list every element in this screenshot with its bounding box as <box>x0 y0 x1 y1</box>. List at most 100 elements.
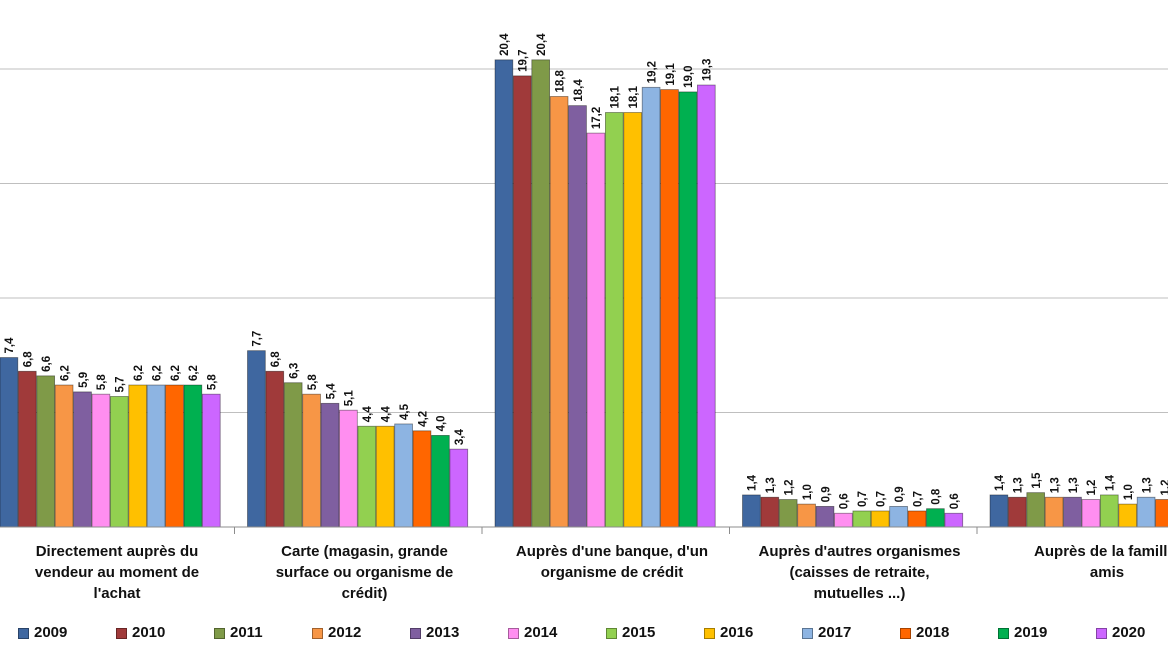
legend-label: 2015 <box>622 624 656 641</box>
bar <box>183 384 203 528</box>
bar-value-label: 6,2 <box>170 365 182 381</box>
bar <box>834 512 853 528</box>
bar <box>247 350 266 528</box>
bar <box>91 393 111 528</box>
bar <box>283 382 303 528</box>
legend-swatch <box>116 627 127 639</box>
bar <box>36 375 55 528</box>
bar-value-label: 19,0 <box>683 66 695 88</box>
bar <box>1100 494 1119 528</box>
bar-value-label: 4,4 <box>381 406 393 423</box>
bar-value-label: 0,9 <box>820 486 832 502</box>
legend-swatch <box>802 627 813 639</box>
legend-swatch <box>508 627 519 639</box>
bar-value-label: 0,9 <box>894 486 906 502</box>
legend-item: 2009 <box>18 623 67 643</box>
legend-swatch <box>18 627 29 639</box>
legend-item: 2018 <box>900 623 949 643</box>
legend-item: 2015 <box>606 623 655 643</box>
bar <box>870 510 890 528</box>
bar <box>17 370 37 528</box>
bar <box>73 391 92 528</box>
bar-value-label: 6,8 <box>23 351 35 368</box>
bar-value-label: 0,7 <box>912 491 924 507</box>
bar-value-label: 1,4 <box>747 474 759 491</box>
bar-value-label: 6,2 <box>188 365 200 381</box>
bar-value-label: 6,2 <box>151 365 163 381</box>
bar <box>641 86 661 528</box>
bar-value-label: 5,1 <box>344 390 356 407</box>
bar <box>889 505 908 528</box>
legend-label: 2017 <box>818 624 852 641</box>
bar <box>146 384 166 528</box>
bar-value-label: 1,3 <box>1049 477 1061 493</box>
bar-value-label: 1,0 <box>1123 484 1135 500</box>
bar <box>1136 496 1156 528</box>
category-label: Auprès d'autres organismes (caisses de r… <box>758 543 961 602</box>
bar-value-label: 1,0 <box>802 484 814 500</box>
legend-swatch <box>998 627 1009 639</box>
bar-value-label: 0,7 <box>876 491 888 507</box>
bar-value-label: 1,5 <box>1031 472 1043 489</box>
legend-swatch <box>312 627 323 639</box>
bar <box>165 384 184 528</box>
bars <box>0 59 1168 528</box>
bar-value-label: 4,4 <box>362 406 374 423</box>
legend-item: 2011 <box>214 623 263 643</box>
bar <box>128 384 148 528</box>
legend-item: 2012 <box>312 623 361 643</box>
legend-label: 2020 <box>1112 624 1146 641</box>
value-labels: 7,4 6,8 6,6 6,2 5,9 5,8 5,7 6,2 6,2 6,2 6,2 5,8 7,7 6… <box>4 33 1168 509</box>
bar <box>1118 503 1138 528</box>
bar <box>357 425 377 528</box>
legend-item: 2020 <box>1096 623 1145 643</box>
bar-value-label: 1,2 <box>1160 480 1168 496</box>
legend-label: 2019 <box>1014 624 1048 641</box>
bar <box>531 59 550 528</box>
bar-value-label: 18,1 <box>610 86 622 109</box>
bar <box>1026 492 1046 528</box>
bar <box>394 423 413 528</box>
x-axis <box>0 526 1168 534</box>
bar-value-label: 0,8 <box>931 488 943 505</box>
bar-value-label: 1,4 <box>994 474 1006 491</box>
bar <box>760 496 780 528</box>
bar <box>1063 496 1082 528</box>
bar-value-label: 7,4 <box>4 337 16 354</box>
bar <box>568 105 587 528</box>
bar <box>1155 499 1168 528</box>
bar <box>412 430 432 528</box>
bar-value-label: 1,2 <box>784 480 796 496</box>
category-label: Carte (magasin, grande surface ou organi… <box>275 543 454 602</box>
bar <box>201 393 221 528</box>
bar <box>265 370 285 528</box>
bar <box>623 112 642 528</box>
bar-value-label: 18,1 <box>628 86 640 109</box>
legend-item: 2014 <box>508 623 557 643</box>
bar-value-label: 5,8 <box>207 374 219 391</box>
bar <box>678 91 698 528</box>
bar-value-label: 20,4 <box>536 33 548 56</box>
bar <box>339 409 358 528</box>
bar-value-label: 6,2 <box>59 365 71 381</box>
bar-value-label: 5,9 <box>78 372 90 388</box>
legend-label: 2013 <box>426 624 460 641</box>
bar <box>494 59 514 528</box>
category-label: Auprès d'une banque, d'un organisme de c… <box>515 543 709 581</box>
bar-value-label: 6,2 <box>133 365 145 381</box>
bar <box>797 503 816 528</box>
legend-label: 2012 <box>328 624 362 641</box>
bar <box>852 510 872 528</box>
legend-label: 2014 <box>524 624 558 641</box>
bar-value-label: 0,7 <box>857 491 869 507</box>
legend-item: 2016 <box>704 623 753 643</box>
bar <box>375 425 395 528</box>
bar <box>110 396 129 528</box>
bar <box>907 510 927 528</box>
bar-value-label: 4,2 <box>417 411 429 427</box>
legend-label: 2018 <box>916 624 950 641</box>
legend-item: 2017 <box>802 623 851 643</box>
legend-label: 2016 <box>720 624 754 641</box>
legend-swatch <box>410 627 421 639</box>
